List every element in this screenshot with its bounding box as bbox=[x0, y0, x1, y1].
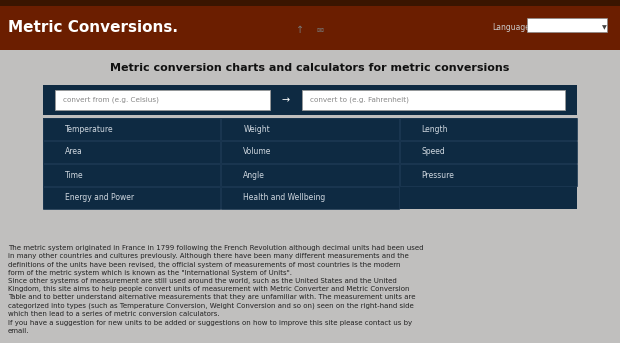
Bar bbox=[43, 118, 220, 140]
Text: Area: Area bbox=[65, 147, 82, 156]
Bar bbox=[400, 164, 577, 186]
Text: ▼: ▼ bbox=[601, 25, 606, 30]
Text: Volume: Volume bbox=[243, 147, 272, 156]
Bar bbox=[43, 164, 220, 186]
Text: Metric conversion charts and calculators for metric conversions: Metric conversion charts and calculators… bbox=[110, 63, 510, 73]
Bar bbox=[0, 50, 620, 343]
Bar bbox=[221, 187, 399, 209]
Text: Metric Conversions.: Metric Conversions. bbox=[8, 20, 178, 35]
Text: Health and Wellbeing: Health and Wellbeing bbox=[243, 193, 326, 202]
Bar bbox=[0, 0, 620, 6]
Bar bbox=[43, 141, 220, 163]
Text: If you have a suggestion for new units to be added or suggestions on how to impr: If you have a suggestion for new units t… bbox=[8, 320, 412, 334]
Bar bbox=[55, 90, 270, 110]
Bar bbox=[221, 118, 399, 140]
Bar bbox=[43, 85, 577, 115]
Text: Since other systems of measurement are still used around the world, such as the : Since other systems of measurement are s… bbox=[8, 278, 415, 318]
Text: Length: Length bbox=[422, 125, 448, 133]
Text: The metric system originated in France in 1799 following the French Revolution a: The metric system originated in France i… bbox=[8, 245, 423, 276]
Bar bbox=[400, 141, 577, 163]
Bar bbox=[0, 6, 620, 50]
Text: ↑: ↑ bbox=[296, 25, 304, 35]
Text: Energy and Power: Energy and Power bbox=[65, 193, 134, 202]
Text: Angle: Angle bbox=[243, 170, 265, 179]
Text: convert to (e.g. Fahrenheit): convert to (e.g. Fahrenheit) bbox=[310, 97, 409, 103]
Bar bbox=[302, 90, 565, 110]
Text: Weight: Weight bbox=[243, 125, 270, 133]
Bar bbox=[400, 118, 577, 140]
Text: →: → bbox=[282, 95, 290, 105]
Text: Speed: Speed bbox=[422, 147, 445, 156]
Bar bbox=[221, 141, 399, 163]
Bar bbox=[43, 187, 220, 209]
Text: Time: Time bbox=[65, 170, 84, 179]
Bar bbox=[527, 17, 607, 32]
Text: convert from (e.g. Celsius): convert from (e.g. Celsius) bbox=[63, 97, 159, 103]
Bar bbox=[221, 164, 399, 186]
Text: Temperature: Temperature bbox=[65, 125, 113, 133]
Bar bbox=[43, 118, 577, 209]
Text: Pressure: Pressure bbox=[422, 170, 454, 179]
Text: Language: Language bbox=[492, 23, 530, 32]
Text: ✉: ✉ bbox=[316, 25, 324, 35]
